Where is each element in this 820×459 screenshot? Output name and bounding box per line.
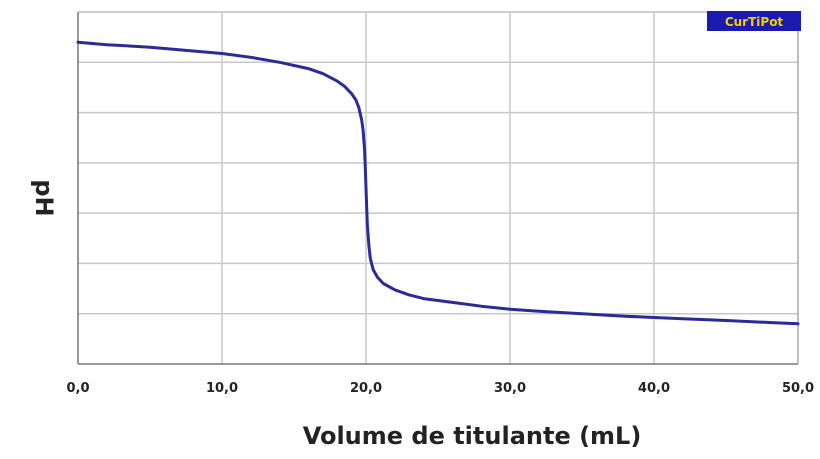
x-tick-label: 10,0 bbox=[206, 381, 238, 396]
x-tick-label: 20,0 bbox=[350, 381, 382, 396]
axes bbox=[77, 11, 799, 365]
x-tick-label: 0,0 bbox=[66, 381, 89, 396]
curtipot-watermark: CurTiPot bbox=[707, 11, 801, 31]
y-axis-title: pH bbox=[30, 179, 58, 216]
series-layer bbox=[76, 40, 800, 326]
x-tick-labels: 0,0 10,0 20,0 30,0 40,0 50,0 bbox=[66, 381, 814, 396]
x-tick-label: 30,0 bbox=[494, 381, 526, 396]
plot-area bbox=[78, 12, 798, 364]
series-line-0 bbox=[76, 40, 800, 326]
x-tick-label: 50,0 bbox=[782, 381, 814, 396]
x-tick-label: 40,0 bbox=[638, 381, 670, 396]
watermark-text: CurTiPot bbox=[725, 15, 784, 29]
x-axis-title: Volume de titulante (mL) bbox=[303, 422, 642, 450]
